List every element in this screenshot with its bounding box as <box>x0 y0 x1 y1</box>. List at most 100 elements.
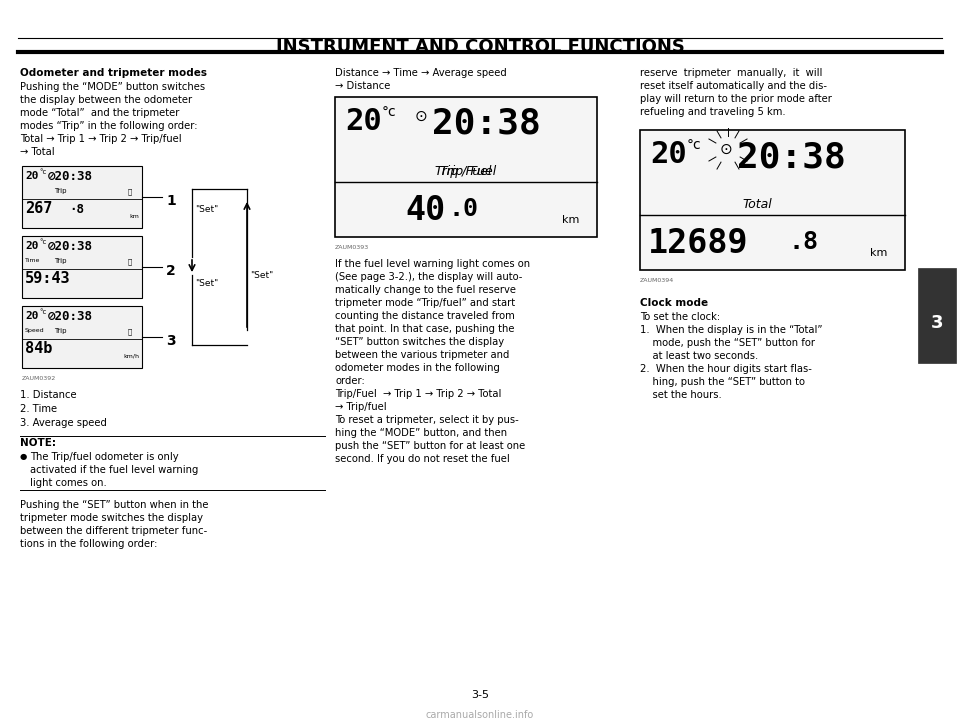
Text: 20:38: 20:38 <box>432 107 540 141</box>
Text: at least two seconds.: at least two seconds. <box>640 351 758 361</box>
Text: refueling and traveling 5 km.: refueling and traveling 5 km. <box>640 107 785 117</box>
Text: that point. In that case, pushing the: that point. In that case, pushing the <box>335 324 515 334</box>
Text: km: km <box>870 248 887 258</box>
Text: Pushing the “SET” button when in the: Pushing the “SET” button when in the <box>20 500 208 510</box>
Text: 3: 3 <box>166 334 176 348</box>
Text: matically change to the fuel reserve: matically change to the fuel reserve <box>335 285 516 295</box>
Text: Speed: Speed <box>25 328 44 333</box>
Text: NOTE:: NOTE: <box>20 438 56 448</box>
Text: km: km <box>130 214 139 219</box>
Text: If the fuel level warning light comes on: If the fuel level warning light comes on <box>335 259 530 269</box>
Text: To set the clock:: To set the clock: <box>640 312 720 322</box>
Text: km: km <box>562 215 579 225</box>
Text: ZAUM0394: ZAUM0394 <box>640 278 674 283</box>
Text: °c: °c <box>687 138 702 152</box>
Text: tripmeter mode switches the display: tripmeter mode switches the display <box>20 513 203 523</box>
Text: ·8: ·8 <box>69 203 84 216</box>
Text: ⊙: ⊙ <box>720 142 732 157</box>
Text: 2.  When the hour digits start flas-: 2. When the hour digits start flas- <box>640 364 812 374</box>
Text: 267: 267 <box>25 201 53 216</box>
Text: order:: order: <box>335 376 365 386</box>
Text: 3-5: 3-5 <box>471 690 489 700</box>
Text: 3. Average speed: 3. Average speed <box>20 418 107 428</box>
Text: .0: .0 <box>448 197 478 221</box>
Text: Odometer and tripmeter modes: Odometer and tripmeter modes <box>20 68 207 78</box>
Text: hing, push the “SET” button to: hing, push the “SET” button to <box>640 377 805 387</box>
Text: counting the distance traveled from: counting the distance traveled from <box>335 311 515 321</box>
Text: Trip/Fuel  → Trip 1 → Trip 2 → Total: Trip/Fuel → Trip 1 → Trip 2 → Total <box>335 389 501 399</box>
Text: To reset a tripmeter, select it by pus-: To reset a tripmeter, select it by pus- <box>335 415 518 425</box>
Text: 12689: 12689 <box>648 227 749 260</box>
Text: Trip / Fuel: Trip / Fuel <box>436 165 496 178</box>
Text: Total → Trip 1 → Trip 2 → Trip/fuel: Total → Trip 1 → Trip 2 → Trip/fuel <box>20 134 181 144</box>
Text: set the hours.: set the hours. <box>640 390 722 400</box>
Text: Time: Time <box>25 258 40 263</box>
Text: mode, push the “SET” button for: mode, push the “SET” button for <box>640 338 815 348</box>
Bar <box>22 306 142 368</box>
Text: activated if the fuel level warning: activated if the fuel level warning <box>30 465 199 475</box>
Bar <box>640 130 905 270</box>
Text: light comes on.: light comes on. <box>30 478 107 488</box>
Text: Clock mode: Clock mode <box>640 298 708 308</box>
Text: mode “Total”  and the tripmeter: mode “Total” and the tripmeter <box>20 108 180 118</box>
Text: 84b: 84b <box>25 341 53 356</box>
Text: Trip: Trip <box>54 328 66 334</box>
Text: 59:43: 59:43 <box>25 271 71 286</box>
Text: reserve  tripmeter  manually,  it  will: reserve tripmeter manually, it will <box>640 68 823 78</box>
Text: push the “SET” button for at least one: push the “SET” button for at least one <box>335 441 525 451</box>
Text: modes “Trip” in the following order:: modes “Trip” in the following order: <box>20 121 198 131</box>
Text: → Trip/fuel: → Trip/fuel <box>335 402 387 412</box>
Text: km/h: km/h <box>123 354 139 359</box>
Text: "Set": "Set" <box>195 205 218 214</box>
Text: play will return to the prior mode after: play will return to the prior mode after <box>640 94 832 104</box>
Text: ⊘20:38: ⊘20:38 <box>48 240 93 253</box>
Text: → Distance: → Distance <box>335 81 391 91</box>
Text: (See page 3-2.), the display will auto-: (See page 3-2.), the display will auto- <box>335 272 522 282</box>
Text: 20: 20 <box>25 241 38 251</box>
Text: carmanualsonline.info: carmanualsonline.info <box>426 710 534 718</box>
Text: the display between the odometer: the display between the odometer <box>20 95 192 105</box>
Text: 1.  When the display is in the “Total”: 1. When the display is in the “Total” <box>640 325 823 335</box>
Text: Trip: Trip <box>54 188 66 194</box>
Bar <box>335 97 597 237</box>
Text: hing the “MODE” button, and then: hing the “MODE” button, and then <box>335 428 507 438</box>
Text: °c: °c <box>39 309 46 315</box>
Text: ●: ● <box>20 452 27 461</box>
Text: Pushing the “MODE” button switches: Pushing the “MODE” button switches <box>20 82 205 92</box>
Text: 2: 2 <box>166 264 176 278</box>
Text: between the various tripmeter and: between the various tripmeter and <box>335 350 510 360</box>
Text: 20: 20 <box>25 311 38 321</box>
Text: 2. Time: 2. Time <box>20 404 58 414</box>
Bar <box>22 236 142 298</box>
Text: 40: 40 <box>406 194 446 227</box>
Text: ⊙: ⊙ <box>415 109 428 124</box>
Text: ⓘ: ⓘ <box>128 328 132 335</box>
Text: ZAUM0393: ZAUM0393 <box>335 245 370 250</box>
Text: tripmeter mode “Trip/fuel” and start: tripmeter mode “Trip/fuel” and start <box>335 298 516 308</box>
Text: Distance → Time → Average speed: Distance → Time → Average speed <box>335 68 507 78</box>
Text: 3: 3 <box>931 314 944 332</box>
Text: 20: 20 <box>345 107 382 136</box>
Text: ⓘ: ⓘ <box>128 188 132 195</box>
Text: reset itself automatically and the dis-: reset itself automatically and the dis- <box>640 81 827 91</box>
Text: ⊘20:38: ⊘20:38 <box>48 170 93 183</box>
Text: 1. Distance: 1. Distance <box>20 390 77 400</box>
Text: °c: °c <box>39 169 46 175</box>
Text: INSTRUMENT AND CONTROL FUNCTIONS: INSTRUMENT AND CONTROL FUNCTIONS <box>276 38 684 56</box>
Text: odometer modes in the following: odometer modes in the following <box>335 363 500 373</box>
Text: Trip Fuel: Trip Fuel <box>441 165 492 178</box>
Text: Trip: Trip <box>54 258 66 264</box>
Text: 20: 20 <box>650 140 686 169</box>
Text: "Set": "Set" <box>250 271 274 280</box>
Text: “SET” button switches the display: “SET” button switches the display <box>335 337 504 347</box>
Text: The Trip/fuel odometer is only: The Trip/fuel odometer is only <box>30 452 179 462</box>
Text: 20: 20 <box>25 171 38 181</box>
Text: between the different tripmeter func-: between the different tripmeter func- <box>20 526 207 536</box>
Text: 1: 1 <box>166 194 176 208</box>
Text: .8: .8 <box>788 230 818 254</box>
Text: → Total: → Total <box>20 147 55 157</box>
Text: ⊘20:38: ⊘20:38 <box>48 310 93 323</box>
Text: Total: Total <box>742 198 772 211</box>
Text: °c: °c <box>39 239 46 245</box>
Text: tions in the following order:: tions in the following order: <box>20 539 157 549</box>
